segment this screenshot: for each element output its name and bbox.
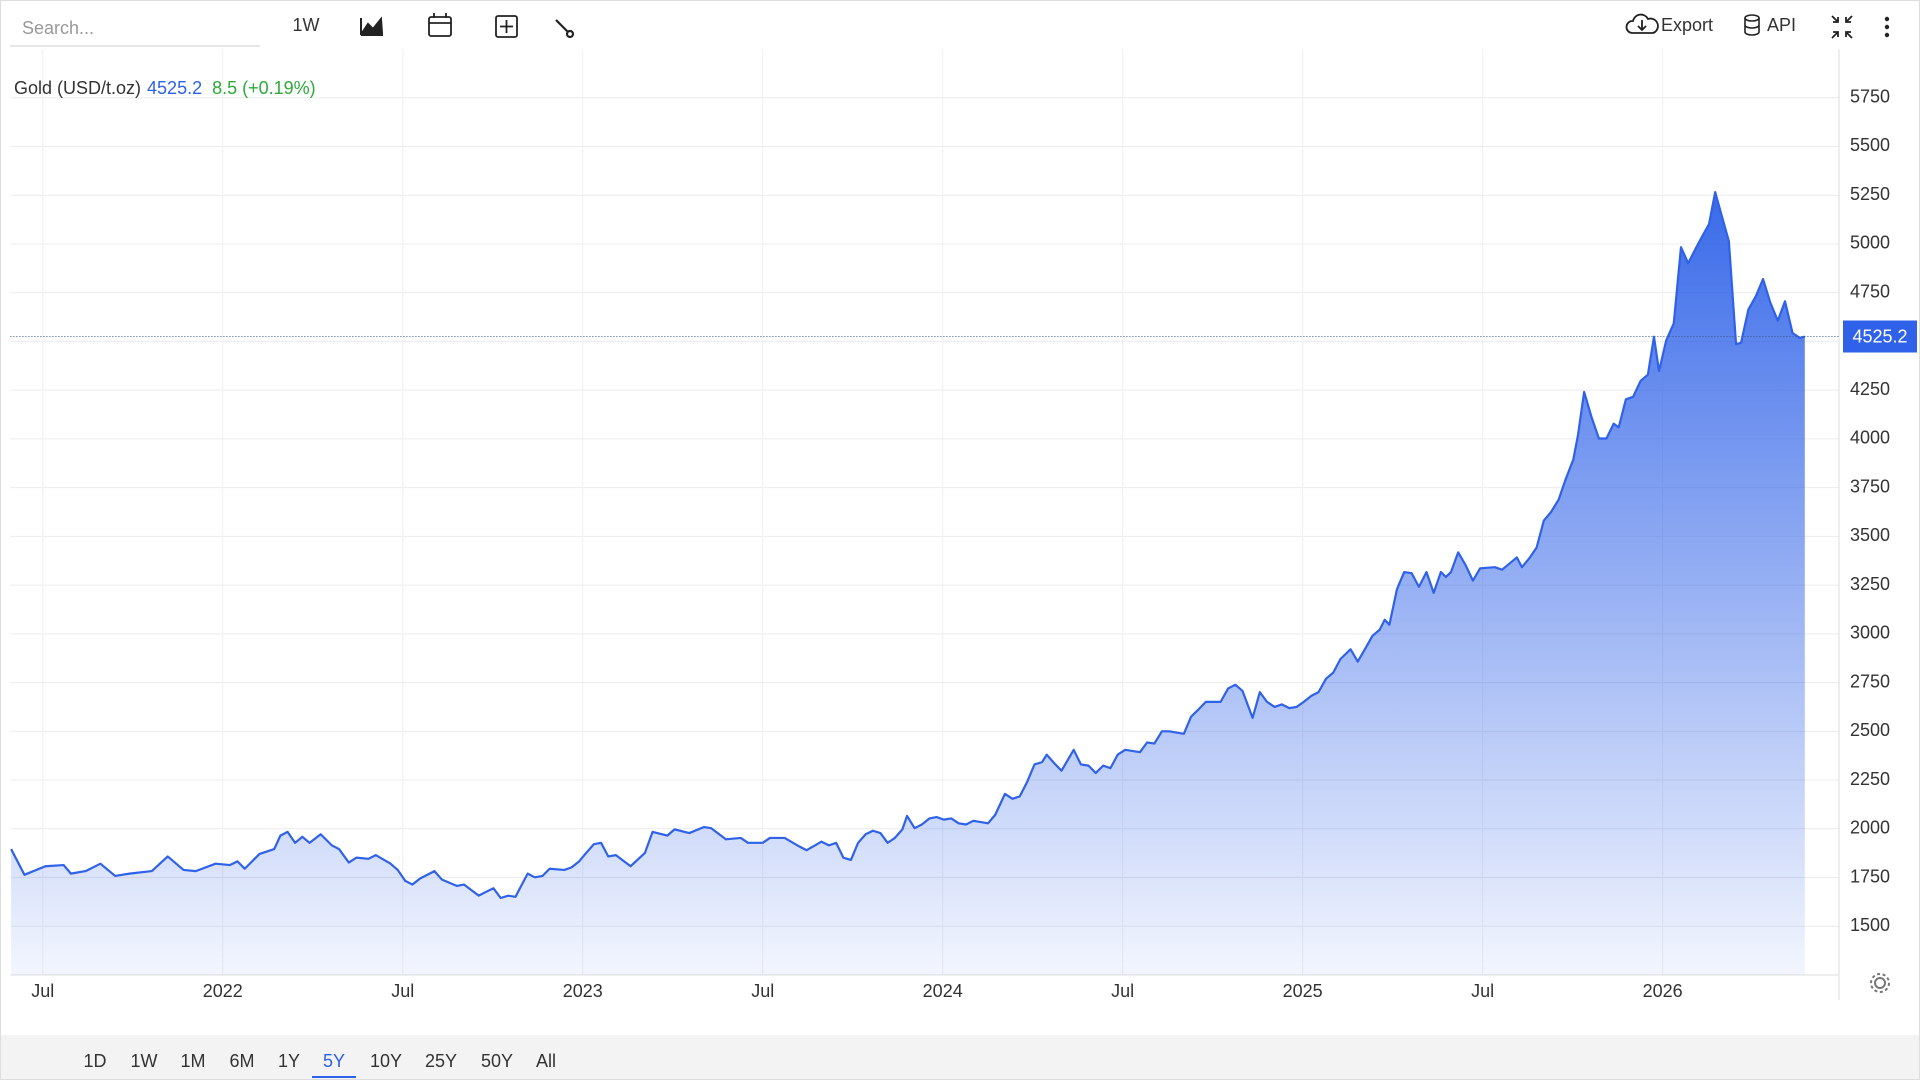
range-button[interactable]: 1Y: [278, 1051, 300, 1071]
last-value-tag: [1843, 320, 1917, 353]
y-tick-label: 5750: [1850, 86, 1890, 106]
range-bar: [1, 1035, 1919, 1079]
y-tick-label: 4250: [1850, 379, 1890, 399]
range-buttons: 1D 1W 1M 6M 1Y 5Y 10Y 25Y 50Y All: [83, 1051, 556, 1078]
y-tick-label: 3000: [1850, 623, 1890, 643]
api-label[interactable]: API: [1767, 15, 1796, 35]
range-button[interactable]: 25Y: [425, 1051, 457, 1071]
range-button[interactable]: 1W: [131, 1051, 158, 1071]
range-button[interactable]: 10Y: [370, 1051, 402, 1071]
fullscreen-button[interactable]: [1831, 15, 1853, 39]
interval-button[interactable]: 1W: [293, 15, 320, 35]
last-value-label: 4525.2: [1852, 326, 1907, 346]
menu-button[interactable]: [1884, 16, 1890, 38]
x-tick-label: 2026: [1643, 981, 1683, 1001]
y-tick-label: 2500: [1850, 720, 1890, 740]
toolbar: Search... 1W Export API: [10, 13, 1890, 47]
range-button[interactable]: 50Y: [481, 1051, 513, 1071]
y-tick-label: 1500: [1850, 915, 1890, 935]
search-box[interactable]: Search...: [22, 18, 94, 38]
y-tick-label: 3750: [1850, 476, 1890, 496]
export-label[interactable]: Export: [1661, 15, 1713, 35]
x-tick-label: 2024: [923, 981, 963, 1001]
range-button[interactable]: All: [536, 1051, 556, 1071]
export-button[interactable]: Export: [1625, 13, 1713, 35]
y-tick-label: 2250: [1850, 769, 1890, 789]
x-tick-label: 2025: [1283, 981, 1323, 1001]
range-button[interactable]: 1D: [83, 1051, 106, 1071]
legend-value: 4525.2: [147, 78, 202, 98]
y-tick-label: 5500: [1850, 135, 1890, 155]
y-tick-label: 4000: [1850, 428, 1890, 448]
calendar-button[interactable]: [428, 13, 452, 37]
x-tick-label: Jul: [1111, 981, 1134, 1001]
y-tick-label: 1750: [1850, 866, 1890, 886]
y-tick-label: 5250: [1850, 184, 1890, 204]
y-tick-label: 3500: [1850, 525, 1890, 545]
api-button[interactable]: API: [1744, 14, 1796, 36]
chart-type-button[interactable]: [360, 16, 384, 36]
x-tick-label: 2022: [203, 981, 243, 1001]
x-tick-label: 2023: [563, 981, 603, 1001]
range-button[interactable]: 1M: [180, 1051, 205, 1071]
legend: Gold (USD/t.oz) 4525.2 8.5 (+0.19%): [14, 78, 316, 98]
x-tick-label: Jul: [1471, 981, 1494, 1001]
x-tick-label: Jul: [391, 981, 414, 1001]
compare-button[interactable]: [495, 15, 518, 38]
x-tick-label: Jul: [751, 981, 774, 1001]
area: [11, 192, 1805, 975]
legend-change: 8.5 (+0.19%): [212, 78, 316, 98]
line: [10, 190, 1806, 900]
y-tick-label: 2000: [1850, 818, 1890, 838]
range-button[interactable]: 6M: [229, 1051, 254, 1071]
y-tick-label: 2750: [1850, 671, 1890, 691]
y-tick-label: 4750: [1850, 281, 1890, 301]
settings-button[interactable]: [1870, 973, 1890, 993]
range-button[interactable]: 5Y: [323, 1051, 345, 1071]
tools-button[interactable]: [555, 19, 575, 39]
x-tick-label: Jul: [31, 981, 54, 1001]
y-tick-label: 5000: [1850, 233, 1890, 253]
y-tick-label: 3250: [1850, 574, 1890, 594]
legend-label: Gold (USD/t.oz): [14, 78, 141, 98]
plot: 1500 1750 2000 2250 2500 2750 3000 3250 3500 3750…: [10, 49, 1917, 1001]
